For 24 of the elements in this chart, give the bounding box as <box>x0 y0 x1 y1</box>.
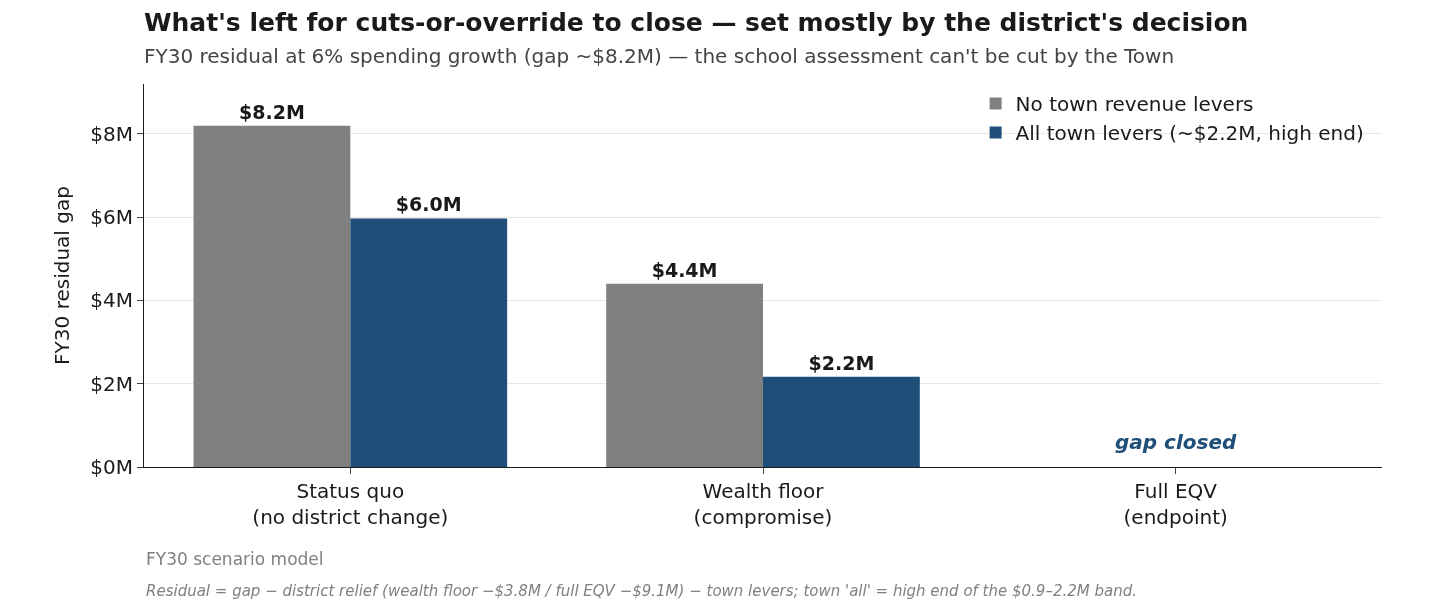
legend-label: All town levers (~$2.2M, high end) <box>1015 121 1364 146</box>
bar <box>350 218 508 467</box>
x-tick-label: Wealth floor (compromise) <box>693 479 833 529</box>
bar <box>606 283 763 467</box>
y-tick-label: $2M <box>90 371 133 396</box>
y-tick-label: $4M <box>90 288 133 313</box>
y-tick-label: $8M <box>90 121 133 146</box>
y-tick-label: $0M <box>90 455 133 479</box>
chart-title: What's left for cuts-or-override to close — set mostly by the district's decision <box>144 7 1249 37</box>
legend-label: No town revenue levers <box>1015 92 1254 117</box>
bar <box>763 376 920 467</box>
text: Residual = gap − district relief (wealth floor −$3.8M / full EQV −$9.1M) − town levers; town 'all' = high end of the $0.9–2.2M band. <box>146 582 1137 600</box>
text: FY30 scenario model <box>146 549 324 569</box>
y-tick-label: $6M <box>90 205 133 230</box>
chart-subtitle: FY30 residual at 6% spending growth (gap ~$8.2M) — the school assessment can't be cut by the Town <box>144 44 1175 69</box>
bar <box>193 125 351 467</box>
data-label: $2.2M <box>808 351 875 374</box>
data-label: $8.2M <box>239 100 305 123</box>
data-label: $4.4M <box>651 258 718 281</box>
annotation: gap closed <box>1115 430 1238 454</box>
y-axis-title: FY30 residual gap <box>49 186 74 365</box>
data-label: $6.0M <box>395 193 462 216</box>
x-tick-label: Full EQV (endpoint) <box>1123 479 1228 529</box>
x-tick-label: Status quo (no district change) <box>252 479 449 529</box>
